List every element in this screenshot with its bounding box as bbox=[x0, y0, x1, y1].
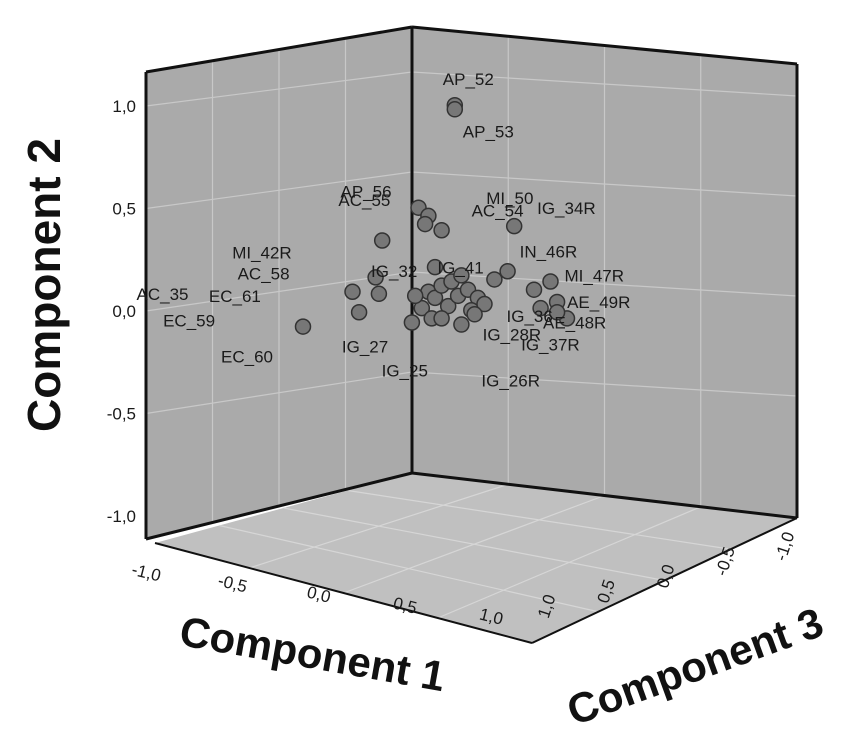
point-label: IG_34R bbox=[537, 199, 596, 218]
point-label: EC_61 bbox=[209, 287, 261, 306]
point-label: AC_58 bbox=[238, 264, 290, 283]
data-point bbox=[344, 283, 361, 300]
point-label: IN_46R bbox=[520, 242, 578, 261]
data-point bbox=[466, 306, 483, 323]
data-point bbox=[499, 263, 516, 280]
data-point bbox=[433, 310, 450, 327]
data-point bbox=[548, 304, 566, 321]
point-label: AP_52 bbox=[443, 70, 494, 89]
data-point bbox=[416, 215, 434, 233]
point-label: IG_25 bbox=[382, 361, 428, 380]
x-tick-label: -0,5 bbox=[216, 571, 249, 597]
data-point bbox=[350, 304, 368, 321]
data-point bbox=[426, 258, 444, 276]
point-label: AP_56 bbox=[341, 183, 392, 202]
point-label: AP_53 bbox=[463, 122, 514, 141]
floor-edge bbox=[154, 542, 533, 644]
point-label: AC_55 bbox=[338, 191, 390, 210]
point-label: IG_28R bbox=[483, 325, 542, 344]
point-label: IG_27 bbox=[342, 338, 388, 357]
data-point bbox=[373, 232, 391, 249]
point-label: AC_54 bbox=[472, 201, 524, 220]
y-axis-title: Component 2 bbox=[18, 138, 70, 432]
y-tick-label: 1,0 bbox=[112, 97, 136, 116]
x-tick-label: -1,0 bbox=[130, 560, 163, 586]
data-point bbox=[403, 314, 421, 331]
data-point bbox=[370, 285, 388, 303]
data-point bbox=[486, 271, 503, 288]
box-edge bbox=[411, 25, 798, 66]
point-label: IG_41 bbox=[437, 258, 483, 277]
data-point bbox=[542, 273, 559, 290]
data-point bbox=[453, 316, 470, 333]
point-label: MI_50 bbox=[486, 189, 533, 208]
z-tick-label: -1,0 bbox=[771, 529, 798, 563]
floor-grid bbox=[347, 489, 731, 550]
point-label: IG_26R bbox=[481, 372, 540, 391]
data-point bbox=[453, 267, 470, 284]
data-points bbox=[294, 96, 576, 335]
point-label: IG_32 bbox=[371, 262, 417, 281]
z-axis-title: Component 3 bbox=[561, 598, 829, 732]
y-tick-label: -0,5 bbox=[107, 405, 136, 424]
box-edge bbox=[145, 471, 413, 541]
box-edge bbox=[411, 471, 798, 520]
floor-grid bbox=[283, 507, 665, 582]
point-label: EC_60 bbox=[221, 348, 273, 367]
point-label: MI_42R bbox=[232, 244, 292, 263]
point-label: AE_49R bbox=[567, 293, 630, 312]
point-label: IG_37R bbox=[521, 335, 580, 354]
point-label: AC_35 bbox=[137, 285, 189, 304]
data-point bbox=[525, 281, 543, 298]
point-label: MI_47R bbox=[565, 267, 625, 286]
floor bbox=[155, 473, 797, 643]
y-tick-label: 0,5 bbox=[112, 200, 136, 219]
data-point bbox=[294, 318, 312, 335]
data-point bbox=[433, 222, 450, 239]
point-label: IG_36 bbox=[507, 307, 553, 326]
y-tick-label: -1,0 bbox=[107, 507, 136, 526]
data-point bbox=[532, 299, 549, 317]
point-label: AE_48R bbox=[543, 313, 606, 332]
data-point bbox=[505, 217, 523, 235]
floor-edge bbox=[531, 517, 798, 644]
plot-box bbox=[144, 25, 799, 644]
data-point bbox=[476, 295, 493, 313]
box-edge bbox=[145, 25, 413, 74]
data-point bbox=[446, 101, 464, 118]
data-point bbox=[367, 269, 384, 286]
y-tick-label: 0,0 bbox=[112, 302, 136, 321]
data-point bbox=[406, 287, 424, 305]
floor-grid bbox=[437, 506, 701, 619]
x-axis-title: Component 1 bbox=[176, 607, 448, 700]
point-label: EC_59 bbox=[163, 311, 215, 330]
